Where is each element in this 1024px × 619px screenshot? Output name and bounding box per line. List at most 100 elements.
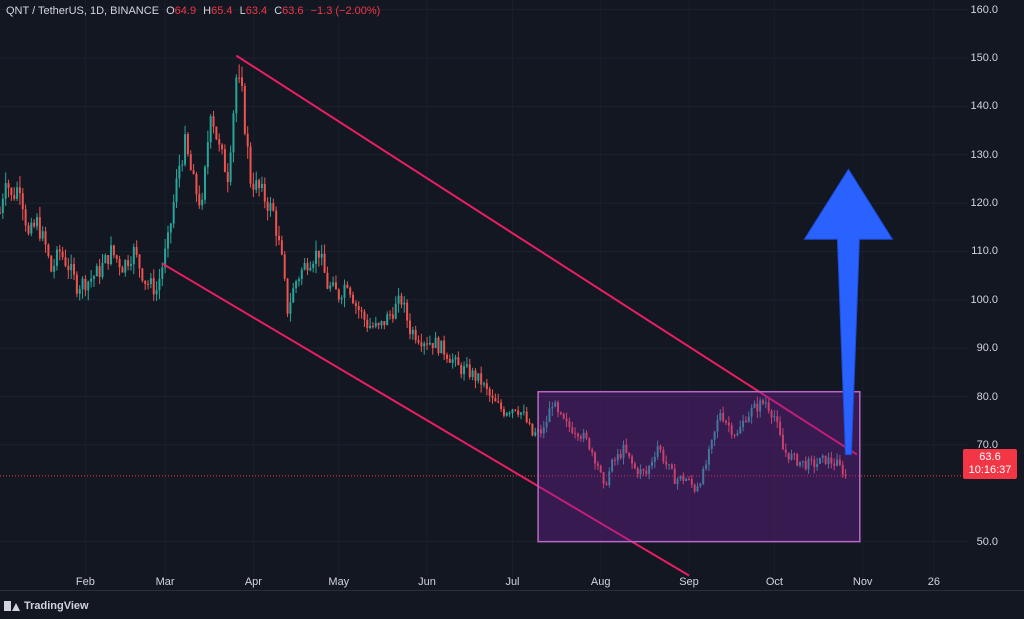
candle-body [511, 409, 514, 414]
candle-body [201, 199, 204, 206]
candle-body [596, 463, 599, 466]
candle-body [437, 337, 440, 354]
candle-body [391, 314, 394, 319]
candle-body [1, 198, 4, 213]
candle-body [169, 223, 172, 233]
candle-body [53, 265, 56, 272]
time-tick-label: Aug [590, 576, 611, 588]
candle-body [716, 420, 719, 432]
time-axis[interactable]: Feb Mar Apr May Jun Jul Aug Sep Oct Nov 26 [0, 576, 1024, 619]
candle-body [320, 253, 323, 258]
candle-body [622, 444, 625, 459]
candle-body [656, 446, 659, 457]
candle-body [807, 458, 810, 470]
candle-body [659, 446, 662, 450]
candle-body [61, 251, 64, 258]
candle-body [18, 187, 21, 194]
candle-body [844, 474, 847, 476]
candle-body [252, 183, 255, 190]
candlestick-series [0, 64, 968, 494]
time-tick-label: Jul [505, 576, 520, 588]
candle-body [685, 478, 688, 482]
candle-body [705, 464, 708, 469]
candle-body [258, 180, 261, 189]
channel-upper-line [235, 54, 858, 456]
price-tick-label: 140.0 [970, 100, 998, 113]
candle-body [619, 453, 622, 459]
candle-body [334, 282, 337, 290]
candle-body [824, 455, 827, 464]
candle-body [830, 457, 833, 464]
candle-body [27, 225, 30, 234]
low-label: L [239, 5, 246, 17]
candle-body [323, 253, 326, 273]
candle-body [326, 272, 329, 289]
candle-body [266, 201, 269, 211]
candle-body [639, 469, 642, 475]
candle-body [676, 479, 679, 484]
candle-body [144, 280, 147, 284]
candle-body [744, 420, 747, 422]
candle-body [576, 433, 579, 437]
candle-body [16, 187, 19, 199]
candle-body [138, 254, 141, 269]
candle-body [608, 471, 611, 485]
time-tick-label: Nov [852, 576, 873, 588]
candle-body [394, 303, 397, 319]
price-tick-label: 50.0 [976, 535, 998, 548]
candle-body [121, 267, 124, 273]
candle-body [241, 77, 243, 87]
candle-body [141, 268, 144, 281]
change-value: −1.3 (−2.00%) [310, 5, 381, 17]
candle-body [483, 383, 485, 385]
candle-body [223, 149, 226, 173]
candle-body [189, 154, 192, 171]
candle-body [557, 402, 560, 413]
candle-body [810, 458, 813, 460]
candle-body [653, 456, 656, 462]
candle-body [400, 295, 403, 305]
candle-body [278, 235, 281, 241]
candle-body [642, 469, 645, 471]
candle-body [55, 249, 58, 266]
candle-body [636, 468, 639, 475]
price-tick-label: 80.0 [976, 390, 998, 403]
candle-body [70, 264, 73, 271]
candle-body [218, 139, 221, 145]
candle-body [337, 289, 340, 300]
price-axis[interactable]: 160.0 150.0 140.0 130.0 120.0 110.0 100.0 90.0 8… [968, 0, 1024, 590]
candle-body [4, 183, 7, 199]
candle-body [67, 265, 70, 271]
candle-body [645, 470, 648, 474]
time-tick-label: Sep [679, 576, 699, 588]
candle-body [500, 402, 503, 410]
candle-body [104, 255, 107, 264]
candle-body [229, 152, 232, 183]
candle-body [292, 288, 295, 303]
candle-body [300, 269, 303, 280]
candle-body [164, 248, 167, 268]
candle-body [303, 263, 306, 270]
candle-body [707, 448, 710, 465]
candle-body [226, 172, 229, 183]
candle-body [514, 409, 517, 411]
last-price-tag: 63.6 10:16:37 [963, 449, 1017, 479]
tradingview-logo[interactable]: TradingView [4, 600, 89, 612]
candle-body [594, 452, 597, 464]
candle-body [693, 484, 696, 492]
candle-body [522, 411, 525, 413]
candle-body [147, 283, 150, 285]
candle-body [275, 210, 278, 236]
legend-header: QNT / TetherUS, 1D, BINANCE O64.9 H65.4 … [6, 5, 380, 17]
candle-body [383, 321, 386, 326]
candle-body [454, 357, 457, 360]
candle-body [813, 459, 816, 468]
candle-body [124, 260, 127, 273]
candle-body [90, 278, 93, 282]
candle-body [559, 412, 562, 414]
candle-body [611, 459, 614, 472]
candle-body [759, 400, 762, 412]
candle-body [260, 183, 263, 189]
candle-body [235, 77, 238, 114]
